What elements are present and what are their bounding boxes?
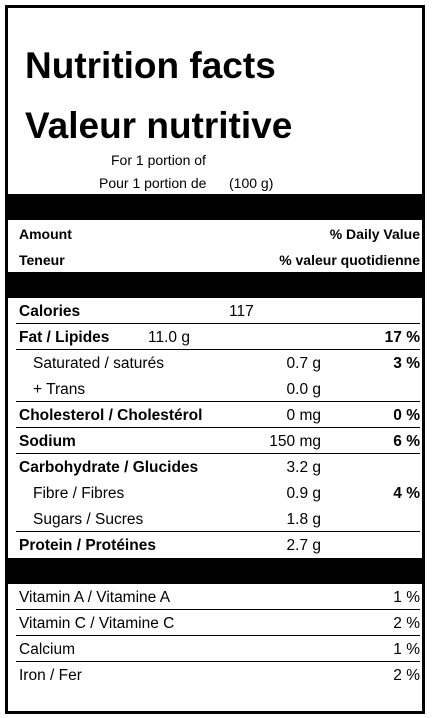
calcium-row: Calcium 1 %: [8, 636, 422, 662]
thick-divider-top: [8, 194, 422, 220]
saturated-daily-value: 3 %: [393, 355, 420, 372]
row-divider: [16, 427, 420, 428]
saturated-label: Saturated / saturés: [33, 355, 164, 372]
fat-value: 11.0 g: [148, 329, 190, 346]
vitamin-a-row: Vitamin A / Vitamine A 1 %: [8, 584, 422, 610]
vitamin-c-row: Vitamin C / Vitamine C 2 %: [8, 610, 422, 636]
sugars-label: Sugars / Sucres: [33, 511, 144, 528]
sodium-label: Sodium: [19, 433, 76, 450]
cholesterol-row: Cholesterol / Cholestérol 0 mg 0 %: [8, 402, 422, 428]
trans-row: + Trans 0.0 g: [8, 376, 422, 402]
iron-label: Iron / Fer: [19, 667, 82, 684]
row-divider: [16, 349, 420, 350]
fibre-label: Fibre / Fibres: [33, 485, 125, 502]
protein-row: Protein / Protéines 2.7 g: [8, 532, 422, 558]
iron-daily-value: 2 %: [393, 667, 420, 684]
portion-line-english: For 1 portion of: [111, 152, 206, 168]
cholesterol-label: Cholesterol / Cholestérol: [19, 407, 203, 424]
cholesterol-value: 0 mg: [286, 407, 321, 424]
row-divider: [16, 609, 420, 610]
amount-header-en: Amount: [19, 226, 72, 242]
calories-row: Calories 117: [8, 298, 422, 324]
title-french: Valeur nutritive: [25, 105, 293, 146]
row-divider: [16, 453, 420, 454]
amount-header-fr: Teneur: [19, 252, 65, 268]
row-divider: [16, 661, 420, 662]
fibre-daily-value: 4 %: [393, 485, 420, 502]
thick-divider-bottom: [8, 558, 422, 584]
carbohydrate-value: 3.2 g: [286, 459, 321, 476]
protein-value: 2.7 g: [286, 537, 321, 554]
vitamin-c-daily-value: 2 %: [393, 615, 420, 632]
sodium-row: Sodium 150 mg 6 %: [8, 428, 422, 454]
fibre-value: 0.9 g: [286, 485, 321, 502]
trans-value: 0.0 g: [286, 381, 321, 398]
row-divider: [16, 401, 420, 402]
saturated-value: 0.7 g: [286, 355, 321, 372]
carbohydrate-label: Carbohydrate / Glucides: [19, 459, 199, 476]
calories-value: 117: [229, 303, 254, 320]
sugars-row: Sugars / Sucres 1.8 g: [8, 506, 422, 532]
iron-row: Iron / Fer 2 %: [8, 662, 422, 688]
fibre-row: Fibre / Fibres 0.9 g 4 %: [8, 480, 422, 506]
sodium-value: 150 mg: [269, 433, 321, 450]
calories-label: Calories: [19, 303, 81, 320]
fat-row: Fat / Lipides 11.0 g 17 %: [8, 324, 422, 350]
vitamin-a-label: Vitamin A / Vitamine A: [19, 589, 171, 606]
calcium-label: Calcium: [19, 641, 75, 658]
row-divider: [16, 531, 420, 532]
thick-divider-middle: [8, 272, 422, 298]
calcium-daily-value: 1 %: [393, 641, 420, 658]
sugars-value: 1.8 g: [286, 511, 321, 528]
fat-daily-value: 17 %: [384, 329, 420, 346]
saturated-row: Saturated / saturés 0.7 g 3 %: [8, 350, 422, 376]
row-divider: [16, 635, 420, 636]
portion-line-french: Pour 1 portion de: [99, 175, 207, 191]
sodium-daily-value: 6 %: [393, 433, 420, 450]
nutrition-facts-label: Nutrition facts Valeur nutritive For 1 p…: [5, 5, 425, 714]
daily-value-header-en: % Daily Value: [329, 226, 420, 242]
cholesterol-daily-value: 0 %: [393, 407, 420, 424]
trans-label: + Trans: [33, 381, 86, 398]
carbohydrate-row: Carbohydrate / Glucides 3.2 g: [8, 454, 422, 480]
protein-label: Protein / Protéines: [19, 537, 156, 554]
daily-value-header-fr: % valeur quotidienne: [279, 252, 420, 268]
vitamin-c-label: Vitamin C / Vitamine C: [19, 615, 175, 632]
fat-label: Fat / Lipides: [19, 329, 110, 346]
row-divider: [16, 323, 420, 324]
portion-amount: (100 g): [229, 175, 274, 191]
title-english: Nutrition facts: [25, 45, 276, 86]
vitamin-a-daily-value: 1 %: [393, 589, 420, 606]
